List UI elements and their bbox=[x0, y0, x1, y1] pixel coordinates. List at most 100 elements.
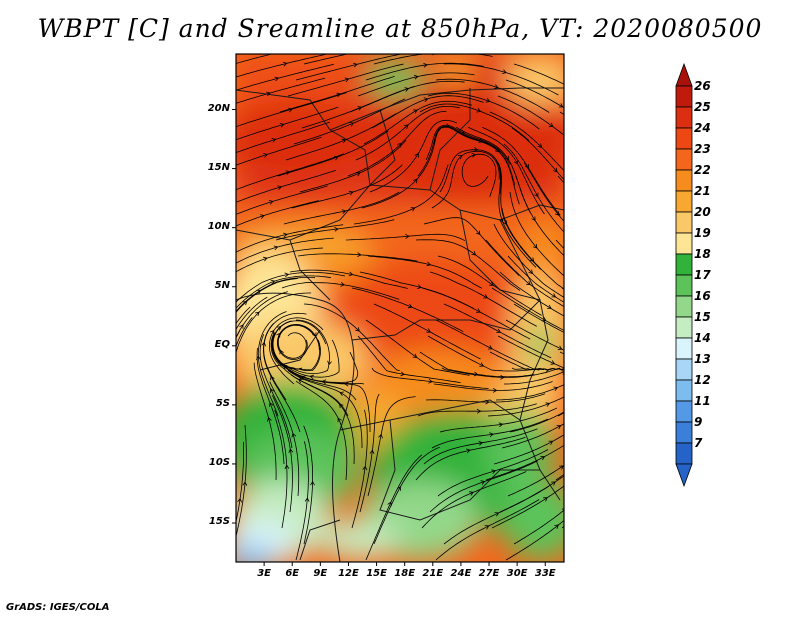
streamline bbox=[487, 396, 564, 417]
streamline-arrow bbox=[616, 515, 620, 519]
streamline-arrow bbox=[629, 343, 633, 347]
colorbar-segment bbox=[675, 274, 693, 297]
streamline bbox=[285, 113, 397, 161]
streamline-arrow bbox=[276, 332, 281, 338]
streamline-arrow bbox=[559, 465, 564, 470]
streamline bbox=[423, 217, 520, 276]
streamline bbox=[503, 143, 564, 233]
streamline bbox=[421, 471, 527, 529]
streamline bbox=[435, 499, 540, 561]
colorbar-level-label: 17 bbox=[694, 268, 711, 282]
streamline bbox=[295, 441, 309, 561]
streamline bbox=[365, 319, 470, 376]
streamline-arrow bbox=[526, 280, 531, 286]
colorbar-level-label: 24 bbox=[694, 121, 711, 135]
colorbar-level-label: 14 bbox=[694, 331, 711, 345]
streamline bbox=[236, 441, 244, 524]
streamline bbox=[236, 275, 331, 309]
streamline-arrow bbox=[355, 172, 361, 177]
streamline bbox=[570, 430, 657, 513]
colorbar-level-label: 15 bbox=[694, 310, 711, 324]
streamline bbox=[580, 367, 676, 432]
streamline-arrow bbox=[212, 418, 216, 422]
colorbar-level-label: 21 bbox=[694, 184, 711, 198]
streamline bbox=[557, 412, 564, 417]
streamline-arrow bbox=[631, 159, 635, 163]
streamline-arrow bbox=[629, 105, 633, 109]
streamline-arrow bbox=[288, 107, 293, 113]
streamline bbox=[431, 418, 549, 449]
lon-label: 30E bbox=[506, 568, 528, 579]
streamline bbox=[365, 62, 484, 81]
colorbar-segment bbox=[675, 232, 693, 255]
streamline-arrow bbox=[529, 257, 535, 262]
streamline-arrow bbox=[270, 375, 275, 381]
streamline bbox=[513, 63, 564, 85]
streamline bbox=[433, 381, 553, 391]
streamline-arrow bbox=[285, 170, 291, 175]
streamline-arrow bbox=[279, 349, 284, 355]
streamline-arrow bbox=[413, 178, 418, 184]
streamline bbox=[427, 335, 540, 372]
lon-label: 21E bbox=[422, 568, 444, 579]
streamline bbox=[303, 303, 400, 371]
streamline-arrow bbox=[483, 294, 488, 299]
streamline bbox=[269, 317, 324, 385]
streamline-arrow bbox=[231, 433, 235, 436]
streamline bbox=[561, 525, 564, 529]
streamline-arrow bbox=[417, 284, 422, 289]
colorbar-level-label: 11 bbox=[694, 394, 711, 408]
colorbar-segment bbox=[675, 148, 693, 171]
streamline bbox=[259, 334, 293, 449]
streamline bbox=[491, 287, 564, 331]
lat-label: EQ bbox=[214, 338, 230, 350]
streamline bbox=[504, 371, 564, 385]
streamline bbox=[371, 95, 484, 129]
streamline-arrow bbox=[357, 252, 362, 258]
streamline-arrow bbox=[357, 106, 363, 111]
streamline bbox=[441, 367, 561, 378]
streamline bbox=[501, 207, 564, 290]
streamline-arrow bbox=[494, 512, 500, 517]
streamline bbox=[220, 393, 229, 512]
streamline-arrow bbox=[499, 217, 504, 223]
streamline-arrow bbox=[540, 456, 546, 461]
colorbar-segment bbox=[675, 421, 693, 444]
streamline-arrow bbox=[553, 386, 559, 392]
streamline bbox=[509, 191, 564, 277]
streamline bbox=[236, 296, 268, 330]
streamline bbox=[361, 128, 442, 209]
streamline-arrow bbox=[268, 402, 274, 407]
streamline bbox=[345, 233, 465, 241]
colorbar-level-label: 18 bbox=[694, 247, 711, 261]
streamline bbox=[277, 324, 320, 360]
streamline-arrow bbox=[471, 152, 477, 158]
streamline bbox=[505, 519, 564, 561]
streamline bbox=[236, 153, 344, 191]
streamline bbox=[568, 96, 674, 153]
streamline bbox=[505, 319, 564, 351]
streamline bbox=[566, 367, 670, 400]
streamline bbox=[287, 369, 363, 448]
streamline bbox=[425, 124, 511, 165]
streamline bbox=[236, 185, 328, 215]
streamline bbox=[236, 306, 251, 325]
streamline-arrow bbox=[466, 448, 471, 454]
colorbar-segment bbox=[675, 295, 693, 318]
streamline-arrow bbox=[458, 155, 463, 160]
streamline-arrow bbox=[504, 155, 510, 161]
streamline bbox=[281, 281, 400, 300]
streamline bbox=[437, 255, 542, 316]
streamline-arrow bbox=[413, 74, 419, 80]
streamline bbox=[423, 428, 538, 465]
streamline-arrow bbox=[405, 234, 410, 239]
streamline bbox=[228, 376, 233, 496]
streamline bbox=[574, 367, 680, 384]
streamline-arrow bbox=[558, 103, 564, 108]
streamline-arrow bbox=[612, 469, 616, 473]
lon-label: 18E bbox=[394, 568, 416, 579]
streamline bbox=[271, 332, 357, 401]
streamline-arrow bbox=[626, 393, 630, 397]
streamline-arrow bbox=[565, 332, 569, 336]
